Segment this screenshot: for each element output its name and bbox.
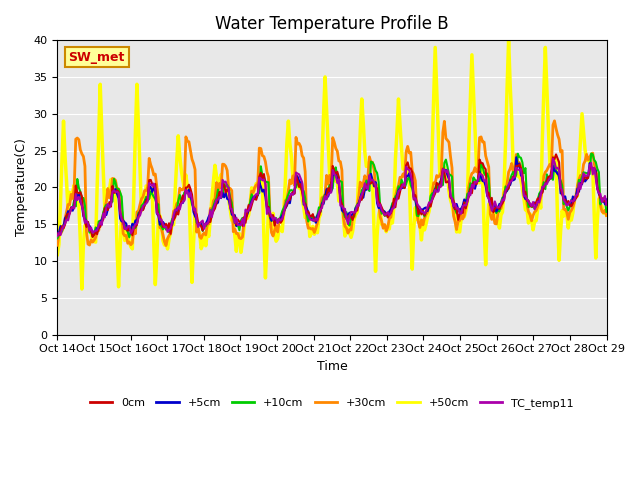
Line: +5cm: +5cm xyxy=(58,157,607,233)
+30cm xyxy=(295,141,303,146)
+10cm xyxy=(236,228,243,233)
+30cm xyxy=(54,242,61,248)
+10cm xyxy=(121,222,129,228)
+10cm xyxy=(588,151,595,156)
+30cm xyxy=(603,213,611,218)
+10cm xyxy=(294,180,301,186)
+5cm xyxy=(54,230,61,236)
+5cm xyxy=(575,189,583,195)
+50cm xyxy=(219,185,227,191)
TC_temp11 xyxy=(217,195,225,201)
+30cm xyxy=(121,233,129,239)
+30cm xyxy=(550,118,558,124)
+50cm xyxy=(603,212,611,218)
0cm xyxy=(122,227,130,232)
Line: TC_temp11: TC_temp11 xyxy=(58,158,607,236)
+10cm xyxy=(217,193,225,199)
X-axis label: Time: Time xyxy=(317,360,348,373)
TC_temp11 xyxy=(244,207,252,213)
+50cm xyxy=(122,226,130,232)
0cm xyxy=(295,184,303,190)
TC_temp11 xyxy=(294,171,301,177)
+5cm xyxy=(603,196,611,202)
+5cm xyxy=(237,220,244,226)
TC_temp11 xyxy=(121,226,129,232)
0cm xyxy=(54,231,61,237)
0cm xyxy=(219,180,227,186)
0cm xyxy=(603,202,611,207)
Line: +30cm: +30cm xyxy=(58,121,607,246)
TC_temp11 xyxy=(236,222,243,228)
TC_temp11 xyxy=(549,156,557,161)
+30cm xyxy=(219,161,227,167)
+5cm xyxy=(246,203,254,209)
+10cm xyxy=(603,209,611,215)
+10cm xyxy=(572,193,580,199)
+10cm xyxy=(54,235,61,241)
0cm xyxy=(575,186,583,192)
Text: SW_met: SW_met xyxy=(68,51,125,64)
TC_temp11 xyxy=(573,192,581,197)
0cm xyxy=(552,152,560,157)
+50cm xyxy=(505,37,513,43)
Line: 0cm: 0cm xyxy=(58,155,607,237)
Line: +50cm: +50cm xyxy=(58,40,607,289)
+30cm xyxy=(246,202,254,208)
+5cm xyxy=(295,178,303,183)
+50cm xyxy=(246,202,254,207)
0cm xyxy=(246,208,254,214)
TC_temp11 xyxy=(54,233,61,239)
0cm xyxy=(237,219,244,225)
+50cm xyxy=(54,252,61,257)
TC_temp11 xyxy=(603,202,611,208)
+50cm xyxy=(575,163,583,168)
Title: Water Temperature Profile B: Water Temperature Profile B xyxy=(215,15,449,33)
+10cm xyxy=(244,204,252,210)
Line: +10cm: +10cm xyxy=(58,154,607,238)
Legend: 0cm, +5cm, +10cm, +30cm, +50cm, TC_temp11: 0cm, +5cm, +10cm, +30cm, +50cm, TC_temp1… xyxy=(86,393,578,413)
+30cm xyxy=(575,177,583,182)
+30cm xyxy=(237,236,244,241)
0cm xyxy=(89,234,97,240)
+5cm xyxy=(513,155,520,160)
+5cm xyxy=(55,230,63,236)
+5cm xyxy=(219,190,227,196)
Y-axis label: Temperature(C): Temperature(C) xyxy=(15,138,28,236)
+30cm xyxy=(162,243,170,249)
+5cm xyxy=(122,221,130,227)
+50cm xyxy=(78,286,86,292)
+50cm xyxy=(237,250,244,255)
+50cm xyxy=(295,185,303,191)
